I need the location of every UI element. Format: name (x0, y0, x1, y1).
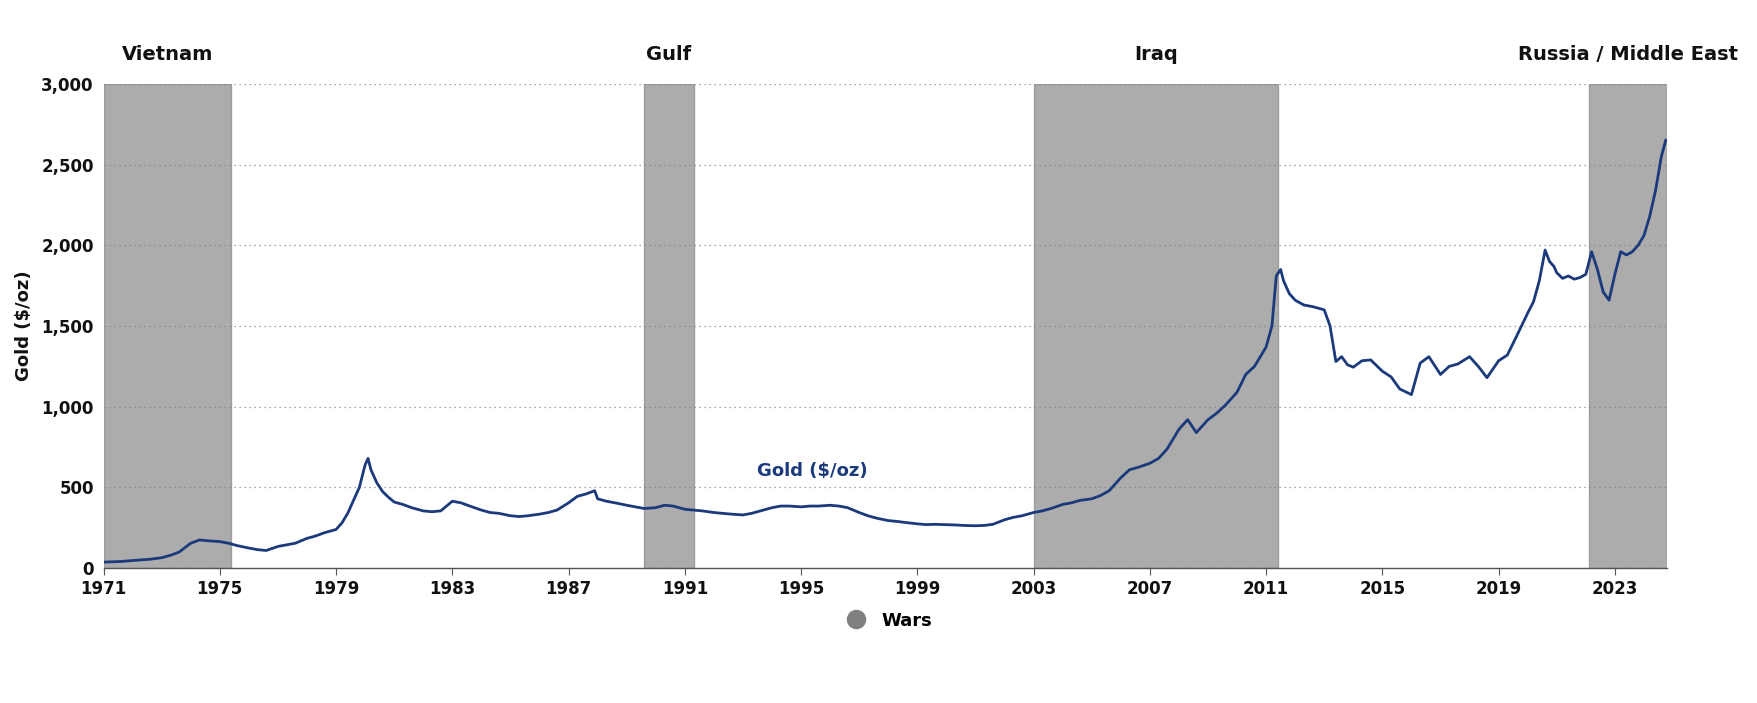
Text: Gulf: Gulf (647, 46, 691, 65)
Text: Iraq: Iraq (1133, 46, 1177, 65)
Y-axis label: Gold ($/oz): Gold ($/oz) (16, 271, 33, 381)
Bar (104, 84, 232, 568)
Text: Russia / Middle East: Russia / Middle East (1516, 46, 1738, 65)
Legend: Wars: Wars (831, 605, 938, 637)
Bar (1033, 84, 1277, 568)
Text: Vietnam: Vietnam (121, 46, 213, 65)
Bar (1588, 84, 1666, 568)
Text: Gold ($/oz): Gold ($/oz) (757, 462, 868, 480)
Bar (643, 84, 694, 568)
